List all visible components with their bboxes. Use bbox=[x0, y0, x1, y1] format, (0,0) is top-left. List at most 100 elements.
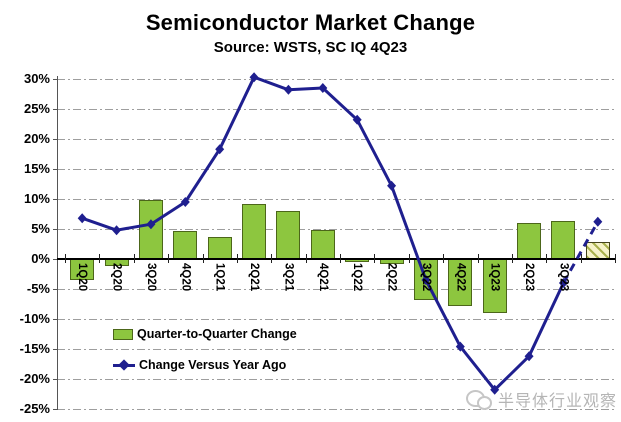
y-axis-tick bbox=[53, 78, 58, 80]
y-axis-tick-label: 5% bbox=[31, 221, 50, 236]
legend: Quarter-to-Quarter Change Change Versus … bbox=[113, 326, 297, 388]
gridline bbox=[57, 198, 615, 200]
gridline bbox=[57, 288, 615, 290]
bar-4Q20 bbox=[173, 230, 198, 259]
category-boundary-tick bbox=[511, 254, 513, 263]
gridline bbox=[57, 378, 615, 380]
category-boundary-tick bbox=[340, 254, 341, 263]
category-boundary-tick bbox=[374, 254, 376, 263]
legend-item-year-ago: Change Versus Year Ago bbox=[113, 357, 297, 373]
chart-title: Semiconductor Market Change bbox=[145, 10, 476, 35]
y-axis-tick-label: -15% bbox=[19, 341, 50, 356]
data-point-diamond-icon bbox=[180, 197, 190, 207]
bar-4Q22 bbox=[448, 259, 473, 306]
x-axis-label-1Q22: 1Q22 bbox=[351, 263, 364, 292]
x-axis-label-4Q22: 4Q22 bbox=[454, 263, 467, 292]
x-axis-label-4Q21: 4Q21 bbox=[316, 263, 329, 292]
x-axis-label-1Q20: 1Q20 bbox=[76, 263, 89, 292]
y-axis-tick-label: -10% bbox=[19, 311, 50, 326]
category-boundary-tick bbox=[546, 254, 548, 263]
data-point-diamond-icon bbox=[558, 278, 568, 288]
legend-bar-label: Quarter-to-Quarter Change bbox=[137, 327, 297, 341]
zero-axis-line bbox=[57, 258, 615, 260]
category-boundary-tick bbox=[133, 254, 135, 263]
category-boundary-tick bbox=[615, 254, 616, 263]
y-axis-tick-label: -25% bbox=[19, 401, 50, 416]
data-point-diamond-icon bbox=[283, 84, 293, 95]
watermark: 半导体行业观察 bbox=[464, 387, 617, 411]
y-axis-tick-label: 0% bbox=[31, 251, 50, 266]
y-axis-tick bbox=[53, 108, 58, 110]
y-axis-tick bbox=[53, 348, 58, 350]
watermark-logo-icon bbox=[464, 387, 494, 411]
x-axis-label-2Q20: 2Q20 bbox=[110, 263, 123, 292]
category-boundary-tick bbox=[477, 254, 479, 263]
data-point-diamond-icon bbox=[455, 341, 465, 352]
y-axis-tick bbox=[53, 168, 58, 170]
x-axis-label-3Q23: 3Q23 bbox=[557, 263, 570, 292]
bar-3Q20 bbox=[138, 200, 163, 259]
data-point-diamond-icon bbox=[77, 213, 87, 224]
category-boundary-tick bbox=[99, 254, 101, 263]
category-boundary-tick bbox=[443, 254, 445, 263]
data-point-diamond-icon bbox=[249, 72, 259, 83]
y-axis-tick-label: -5% bbox=[26, 281, 50, 296]
gridline bbox=[57, 348, 615, 350]
y-axis-tick bbox=[53, 198, 58, 200]
gridline bbox=[57, 108, 615, 110]
category-boundary-tick bbox=[580, 254, 582, 263]
y-axis-tick-label: 10% bbox=[23, 191, 50, 206]
x-axis-label-2Q21: 2Q21 bbox=[248, 263, 261, 292]
data-point-diamond-icon bbox=[490, 384, 500, 395]
y-axis-line bbox=[57, 76, 58, 409]
category-boundary-tick bbox=[65, 254, 66, 263]
x-axis-label-4Q20: 4Q20 bbox=[179, 263, 192, 292]
x-axis-label-3Q21: 3Q21 bbox=[282, 263, 295, 292]
data-point-diamond-icon bbox=[112, 225, 122, 236]
bar-2Q21 bbox=[242, 203, 267, 259]
y-axis-tick bbox=[53, 228, 58, 230]
x-axis-label-3Q22: 3Q22 bbox=[419, 263, 432, 292]
data-point-diamond-icon bbox=[318, 83, 328, 93]
category-boundary-tick bbox=[408, 254, 410, 263]
gridline bbox=[57, 228, 615, 230]
y-axis-tick-label: 30% bbox=[23, 71, 50, 86]
x-axis-label-1Q21: 1Q21 bbox=[213, 263, 226, 292]
line-path-estimate-dashed bbox=[562, 221, 600, 284]
category-boundary-tick bbox=[168, 254, 170, 263]
data-point-diamond-icon bbox=[524, 351, 534, 362]
bar-4Q21 bbox=[310, 230, 335, 259]
category-boundary-tick bbox=[305, 254, 307, 263]
data-point-diamond-icon bbox=[593, 216, 603, 227]
data-point-diamond-icon bbox=[215, 144, 225, 155]
gridline bbox=[57, 318, 615, 320]
x-axis-label-2Q23: 2Q23 bbox=[523, 263, 536, 292]
legend-line-label: Change Versus Year Ago bbox=[139, 358, 287, 372]
bar-3Q23 bbox=[551, 221, 576, 259]
y-axis-tick bbox=[53, 258, 58, 260]
bar-swatch-icon bbox=[113, 328, 133, 340]
data-point-diamond-icon bbox=[387, 180, 397, 191]
legend-item-quarter-change: Quarter-to-Quarter Change bbox=[113, 326, 297, 342]
gridline bbox=[57, 138, 615, 140]
data-point-diamond-icon bbox=[146, 219, 156, 230]
y-axis-tick-label: 25% bbox=[23, 101, 50, 116]
category-boundary-tick bbox=[271, 254, 273, 263]
line-marker-icon bbox=[113, 358, 135, 371]
category-boundary-tick bbox=[236, 254, 238, 263]
y-axis-tick bbox=[53, 318, 58, 320]
diamond-icon bbox=[118, 358, 130, 371]
data-point-diamond-icon bbox=[352, 114, 362, 125]
x-axis-label-2Q22: 2Q22 bbox=[385, 263, 398, 292]
y-axis-tick bbox=[53, 138, 58, 140]
chart-subtitle: Source: WSTS, SC IQ 4Q23 bbox=[213, 39, 408, 56]
category-boundary-tick bbox=[202, 254, 204, 263]
data-point-diamond-icon bbox=[421, 275, 431, 285]
gridline bbox=[57, 168, 615, 170]
y-axis-tick-label: -20% bbox=[19, 371, 50, 386]
gridline bbox=[57, 408, 615, 410]
y-axis-tick-label: 20% bbox=[23, 131, 50, 146]
gridline bbox=[57, 78, 615, 80]
